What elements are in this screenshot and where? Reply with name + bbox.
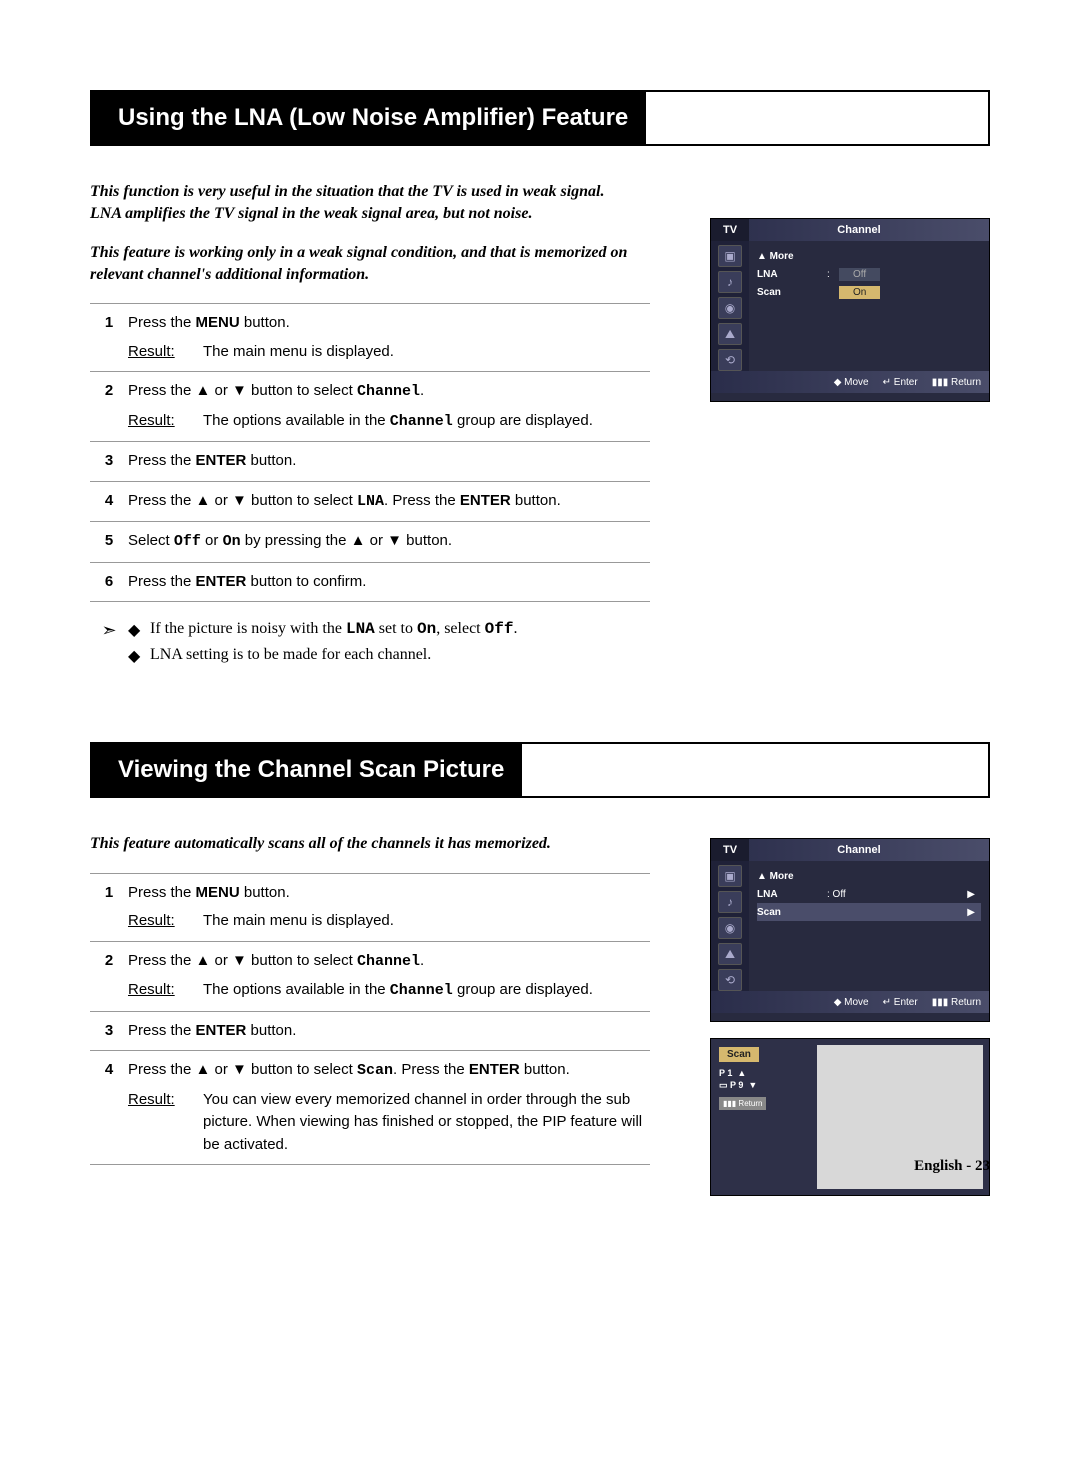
step-1: 1 Press the MENU button. Result:The main… — [90, 874, 650, 942]
setup-icon: ⛰ — [718, 323, 742, 345]
tv-osd-lna: TV Channel ▣ ♪ ◉ ⛰ ⟲ ▲ More LNA:Off Scan… — [710, 218, 990, 402]
osd-sidebar: ▣ ♪ ◉ ⛰ ⟲ — [711, 861, 749, 991]
picture-icon: ▣ — [718, 245, 742, 267]
osd-more: ▲ More — [757, 251, 827, 262]
step-3: 3 Press the ENTER button. — [90, 1012, 650, 1052]
arrow-right-icon: ▶ — [827, 907, 981, 918]
channel-icon: ◉ — [718, 297, 742, 319]
step-4: 4 Press the ▲ or ▼ button to select LNA.… — [90, 482, 650, 523]
intro-text: This feature automatically scans all of … — [90, 833, 630, 855]
intro-text: This feature is working only in a weak s… — [90, 242, 630, 285]
step-1: 1 Press the MENU button. Result:The main… — [90, 304, 650, 372]
input-icon: ⟲ — [718, 349, 742, 371]
result-label: Result: — [128, 910, 203, 933]
step-3: 3 Press the ENTER button. — [90, 442, 650, 482]
result-label: Result: — [128, 1089, 203, 1157]
step-4: 4 Press the ▲ or ▼ button to select Scan… — [90, 1051, 650, 1165]
osd-tv-label: TV — [711, 839, 749, 861]
osd-footer: ◆ Move ↵ Enter ▮▮▮ Return — [711, 991, 989, 1013]
setup-icon: ⛰ — [718, 943, 742, 965]
page-number: English - 23 — [914, 1158, 990, 1175]
section-header-lna: Using the LNA (Low Noise Amplifier) Feat… — [90, 90, 990, 146]
osd-lna-label: LNA — [757, 269, 827, 280]
section-title: Viewing the Channel Scan Picture — [100, 744, 522, 796]
header-bar — [92, 744, 100, 796]
osd-scan-label: Scan — [757, 907, 827, 918]
osd-sidebar: ▣ ♪ ◉ ⛰ ⟲ — [711, 241, 749, 371]
section-header-scan: Viewing the Channel Scan Picture — [90, 742, 990, 798]
osd-scan-label: Scan — [757, 287, 827, 298]
result-label: Result: — [128, 341, 203, 364]
scan-badge: Scan — [719, 1047, 759, 1062]
note-arrow-icon: ➣ — [90, 620, 128, 672]
scan-p1: P 1 ▲ — [719, 1068, 803, 1078]
arrow-right-icon: ▶ — [846, 889, 981, 900]
osd-lna-label: LNA — [757, 889, 827, 900]
step-2: 2 Press the ▲ or ▼ button to select Chan… — [90, 942, 650, 1012]
result-label: Result: — [128, 979, 203, 1003]
osd-more: ▲ More — [757, 871, 827, 882]
bullet-icon: ◆ — [128, 646, 150, 666]
input-icon: ⟲ — [718, 969, 742, 991]
section-title: Using the LNA (Low Noise Amplifier) Feat… — [100, 92, 646, 144]
osd-title: Channel — [749, 844, 969, 856]
osd-title: Channel — [749, 224, 969, 236]
osd-off-option: Off — [839, 268, 880, 281]
sound-icon: ♪ — [718, 271, 742, 293]
notes-block: ➣ ◆If the picture is noisy with the LNA … — [90, 620, 650, 672]
steps-list: 1 Press the MENU button. Result:The main… — [90, 303, 650, 602]
step-5: 5 Select Off or On by pressing the ▲ or … — [90, 522, 650, 563]
steps-list: 1 Press the MENU button. Result:The main… — [90, 873, 650, 1166]
sound-icon: ♪ — [718, 891, 742, 913]
scan-p9: ▭ P 9 ▼ — [719, 1080, 803, 1091]
header-bar — [92, 92, 100, 144]
picture-icon: ▣ — [718, 865, 742, 887]
intro-text: This function is very useful in the situ… — [90, 181, 630, 224]
step-6: 6 Press the ENTER button to confirm. — [90, 563, 650, 603]
result-label: Result: — [128, 410, 203, 434]
tv-osd-channel: TV Channel ▣ ♪ ◉ ⛰ ⟲ ▲ More LNA: Off▶ Sc… — [710, 838, 990, 1022]
channel-icon: ◉ — [718, 917, 742, 939]
osd-on-option: On — [839, 286, 880, 299]
scan-return: ▮▮▮ Return — [719, 1097, 766, 1110]
step-2: 2 Press the ▲ or ▼ button to select Chan… — [90, 372, 650, 442]
osd-tv-label: TV — [711, 219, 749, 241]
osd-footer: ◆ Move ↵ Enter ▮▮▮ Return — [711, 371, 989, 393]
bullet-icon: ◆ — [128, 620, 150, 640]
